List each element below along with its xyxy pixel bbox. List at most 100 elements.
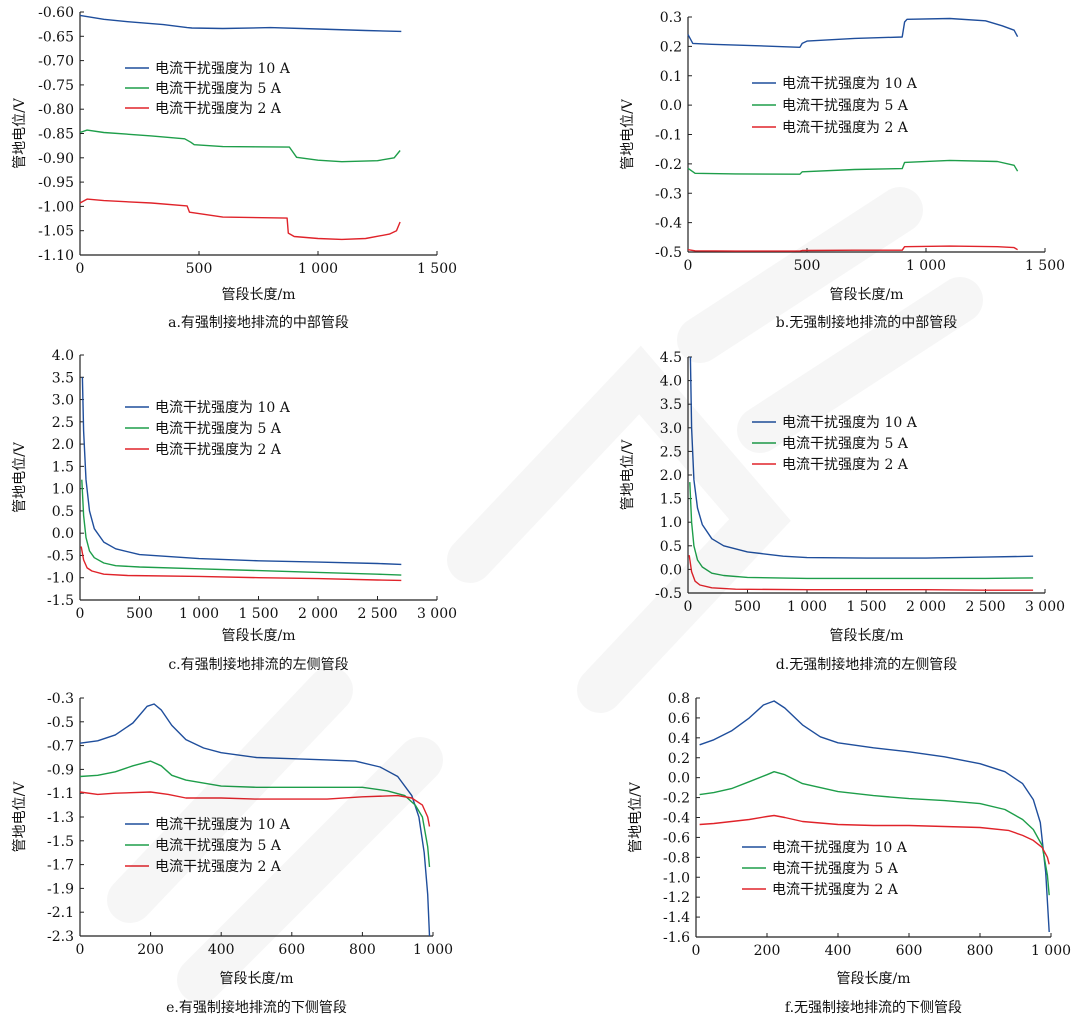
y-axis-label: 管地电位/V	[628, 781, 644, 853]
legend-label: 电流干扰强度为 5 A	[155, 421, 282, 437]
x-tick-label: 500	[126, 606, 153, 622]
x-tick-label: 500	[794, 258, 821, 274]
chart-panel-e: -0.3 -0.5 -0.7 -0.9 -1.1 -1.3 -1.5 -1.7 -1.9 -2.1…	[0, 682, 540, 1023]
x-tick-label: 1 000	[1031, 943, 1071, 959]
y-tick-label: 2.5	[52, 415, 74, 431]
y-tick-label: 0.4	[668, 731, 690, 747]
x-tick-label: 2 000	[298, 606, 338, 622]
x-axis-label: 管段长度/m	[837, 971, 911, 987]
x-tick-label: 500	[186, 261, 213, 277]
series-line-green	[689, 482, 1034, 580]
y-tick-label: -0.65	[38, 29, 74, 45]
legend-label: 电流干扰强度为 2 A	[782, 120, 909, 136]
y-tick-label: -0.85	[38, 127, 74, 143]
chart-panel-c: 4.0 3.5 3.0 2.5 2.0 1.5 1.0 0.5 0.0 -0.5 -1.0 -1.5 0…	[0, 341, 540, 682]
y-tick-label: -1.5	[47, 834, 74, 850]
y-tick-label: -0.5	[655, 586, 682, 602]
y-tick-label: -1.7	[47, 858, 74, 874]
x-axis-label: 管段长度/m	[830, 287, 904, 303]
y-tick-label: 2.5	[660, 444, 682, 460]
y-tick-label: -0.4	[663, 811, 690, 827]
y-tick-label: 2.0	[660, 468, 682, 484]
x-tick-label: 1 000	[413, 942, 453, 958]
x-tick-label: 600	[278, 942, 305, 958]
y-tick-label: -1.9	[47, 881, 74, 897]
y-axis-label: 管地电位/V	[12, 781, 28, 853]
x-axis-label: 管段长度/m	[830, 628, 904, 644]
x-tick-label: 400	[208, 942, 235, 958]
y-tick-label: 0.3	[660, 10, 682, 26]
x-tick-label: 2 500	[965, 599, 1005, 615]
series-line-blue	[81, 377, 402, 566]
y-tick-label: 0.5	[52, 504, 74, 520]
y-tick-label: -0.80	[38, 102, 74, 118]
y-tick-label: 0.2	[668, 751, 690, 767]
y-tick-label: 0.0	[668, 771, 690, 787]
y-tick-label: 0.8	[668, 691, 690, 707]
x-tick-label: 3 000	[1025, 599, 1065, 615]
y-tick-label: -0.3	[47, 691, 74, 707]
y-tick-label: -0.5	[47, 715, 74, 731]
chart-c: 4.0 3.5 3.0 2.5 2.0 1.5 1.0 0.5 0.0 -0.5 -1.0 -1.50…	[12, 348, 457, 673]
series-line-blue	[689, 356, 1034, 559]
y-tick-label: 0.0	[660, 98, 682, 114]
y-tick-label: 0.2	[660, 39, 682, 55]
x-axis-label: 管段长度/m	[220, 971, 294, 987]
legend-label: 电流干扰强度为 10 A	[155, 817, 291, 833]
series-line-green	[687, 159, 1019, 175]
x-tick-label: 0	[76, 942, 85, 958]
series-line-blue	[687, 17, 1019, 48]
y-tick-label: -0.4	[655, 216, 682, 232]
legend-label: 电流干扰强度为 5 A	[772, 861, 899, 877]
chart-panel-b: 0.3 0.2 0.1 0.0 -0.1 -0.2 -0.3 -0.4 -0.5 0 500 1 00…	[540, 0, 1080, 341]
legend-label: 电流干扰强度为 2 A	[155, 859, 282, 875]
chart-panel-f: 0.8 0.6 0.4 0.2 0.0 -0.2 -0.4 -0.6 -0.8 -1.0 -1.2 -…	[540, 682, 1080, 1023]
x-tick-label: 2 500	[357, 606, 397, 622]
series-line-red	[688, 555, 1034, 591]
y-tick-label: -0.2	[663, 791, 690, 807]
y-tick-label: -1.3	[47, 810, 74, 826]
x-tick-label: 800	[349, 942, 376, 958]
legend-label: 电流干扰强度为 2 A	[772, 882, 899, 898]
y-tick-label: -0.90	[38, 151, 74, 167]
legend-label: 电流干扰强度为 2 A	[155, 442, 282, 458]
x-tick-label: 0	[684, 258, 693, 274]
series-line-green	[79, 129, 401, 163]
chart-caption: a.有强制接地排流的中部管段	[168, 314, 349, 331]
chart-b: 0.3 0.2 0.1 0.0 -0.1 -0.2 -0.3 -0.4 -0.50 500 1 00…	[620, 10, 1065, 331]
legend-label: 电流干扰强度为 5 A	[155, 838, 282, 854]
y-tick-label: -0.5	[47, 548, 74, 564]
chart-caption: b.无强制接地排流的中部管段	[776, 314, 957, 331]
y-tick-label: 3.5	[52, 370, 74, 386]
y-tick-label: -2.3	[47, 929, 74, 945]
y-tick-label: -0.95	[38, 175, 74, 191]
y-tick-label: 0.0	[660, 562, 682, 578]
x-tick-label: 1 000	[787, 599, 827, 615]
y-tick-label: -0.3	[655, 186, 682, 202]
y-tick-label: -0.70	[38, 54, 74, 70]
y-tick-label: -1.0	[663, 870, 690, 886]
y-tick-label: -1.1	[47, 786, 74, 802]
y-tick-label: 1.5	[52, 459, 74, 475]
series-line-green	[699, 771, 1050, 896]
y-tick-label: 0.0	[52, 526, 74, 542]
series-line-red	[79, 198, 401, 241]
x-axis-label: 管段长度/m	[222, 287, 296, 303]
y-tick-label: 0.6	[668, 711, 690, 727]
x-tick-label: 1 500	[238, 606, 278, 622]
y-tick-label: 1.5	[660, 492, 682, 508]
y-tick-label: -0.8	[663, 850, 690, 866]
legend-label: 电流干扰强度为 10 A	[155, 61, 291, 77]
y-axis-label: 管地电位/V	[620, 98, 636, 170]
chart-a: -0.60 -0.65 -0.70 -0.75 -0.80 -0.85 -0.90 -0.95…	[12, 5, 457, 331]
legend-label: 电流干扰强度为 10 A	[782, 76, 918, 92]
y-tick-label: -0.60	[38, 5, 74, 21]
y-tick-label: 0.1	[660, 69, 682, 85]
y-tick-label: -0.1	[655, 128, 682, 144]
legend-label: 电流干扰强度为 5 A	[782, 98, 909, 114]
y-axis-label: 管地电位/V	[12, 441, 28, 513]
y-tick-label: 2.0	[52, 437, 74, 453]
y-tick-label: 1.0	[660, 515, 682, 531]
series-line-blue	[699, 700, 1050, 933]
chart-d: 4.5 4.0 3.5 3.0 2.5 2.0 1.5 1.0 0.5 0.0 -0.50 500 1 …	[620, 350, 1065, 673]
